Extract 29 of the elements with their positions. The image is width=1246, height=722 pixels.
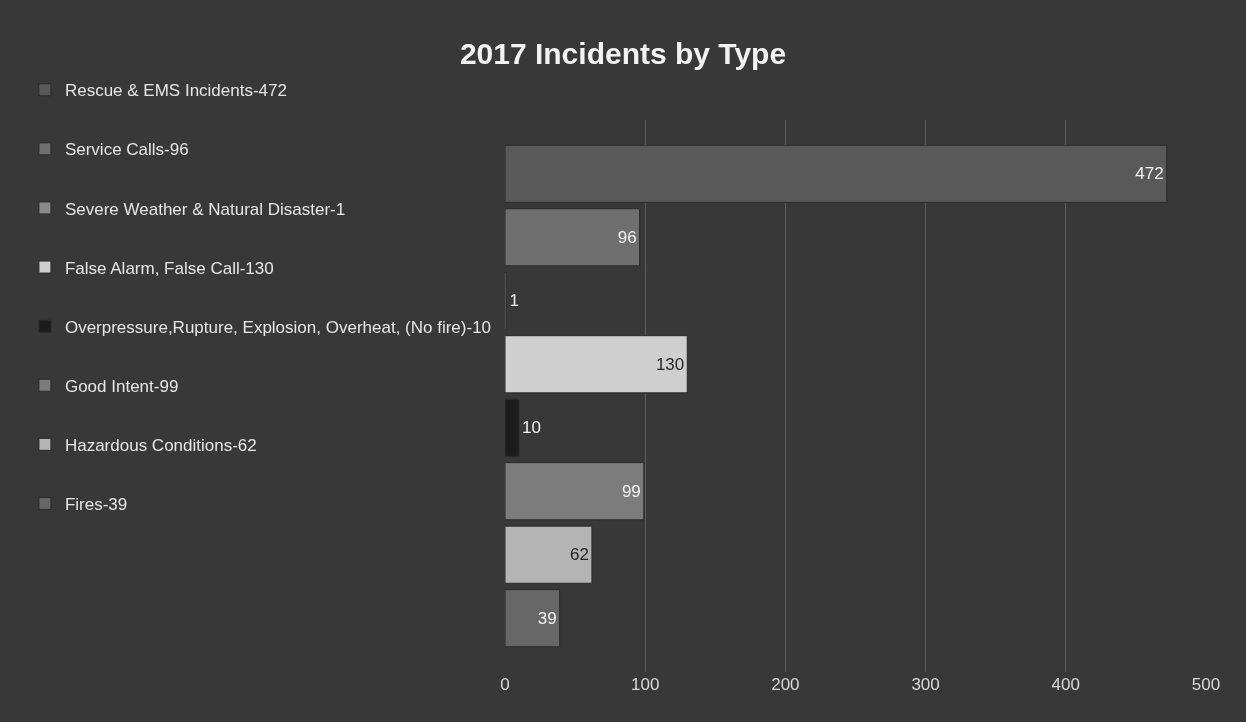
data-label: 99 <box>621 481 641 501</box>
bar <box>505 589 561 648</box>
bar <box>505 462 645 521</box>
x-tick-label: 500 <box>1191 675 1221 694</box>
legend-label: Good Intent-99 <box>64 376 179 396</box>
data-label: 39 <box>537 608 557 628</box>
data-label: 130 <box>655 354 685 374</box>
legend-label: Hazardous Conditions-62 <box>64 435 257 455</box>
bar <box>505 398 520 457</box>
bar <box>505 208 641 267</box>
bar <box>505 525 593 584</box>
bar <box>505 335 688 394</box>
x-tick-label: 0 <box>500 675 510 694</box>
legend-label: False Alarm, False Call-130 <box>64 258 274 278</box>
x-tick-label: 100 <box>631 675 660 694</box>
data-label: 10 <box>522 418 541 438</box>
legend-label: Rescue & EMS Incidents-472 <box>64 81 287 101</box>
data-label: 62 <box>570 545 589 565</box>
data-label: 96 <box>617 227 637 247</box>
x-tick-label: 300 <box>911 675 940 694</box>
chart-title: 2017 Incidents by Type <box>459 37 787 71</box>
data-label: 1 <box>509 291 519 311</box>
x-tick-label: 400 <box>1051 675 1080 694</box>
legend-label: Severe Weather & Natural Disaster-1 <box>64 199 346 219</box>
x-tick-label: 200 <box>771 675 800 694</box>
legend-label: Overpressure,Rupture, Explosion, Overheat, (No fire)-10 <box>64 317 492 337</box>
legend-label: Service Calls-96 <box>64 140 189 160</box>
data-label: 472 <box>1135 164 1164 184</box>
legend-label: Fires-39 <box>64 495 128 515</box>
